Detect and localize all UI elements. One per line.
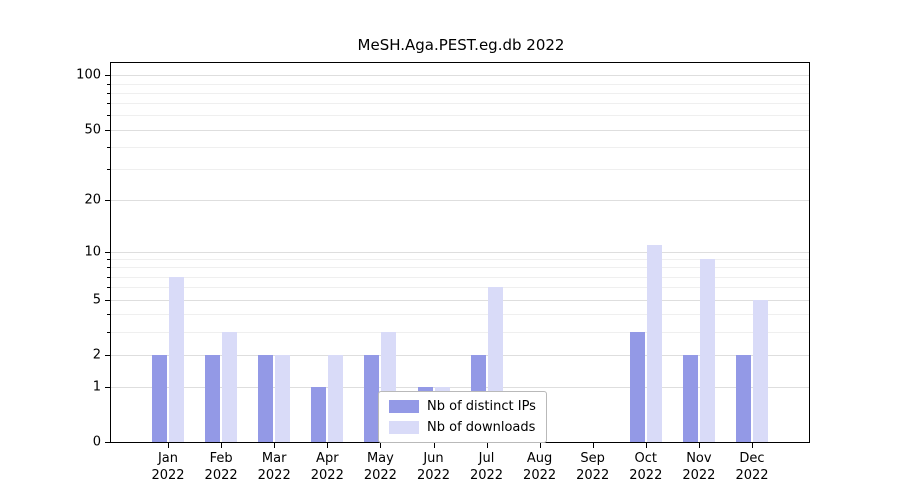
xtick-label-jul: Jul 2022 (469, 451, 504, 483)
ytick-mark-minor-90 (107, 83, 110, 85)
ytick-label-1: 1 (92, 379, 101, 395)
ytick-mark-5 (105, 299, 110, 301)
bar-nb-of-downloads-feb (222, 331, 238, 442)
legend: Nb of distinct IPs Nb of downloads (378, 391, 547, 443)
ytick-label-5: 5 (92, 292, 101, 308)
bar-nb-of-distinct-ips-feb (205, 354, 221, 442)
ytick-mark-minor-9 (107, 259, 110, 261)
ytick-mark-minor-70 (107, 103, 110, 105)
ytick-label-2: 2 (92, 347, 101, 363)
gridline-major-y-20 (111, 200, 809, 202)
gridline-major-y-2 (111, 354, 809, 356)
plot-area: Nb of distinct IPs Nb of downloads (110, 62, 810, 443)
gridline-minor-y-9 (111, 259, 809, 261)
xtick-mark-jun (433, 443, 435, 448)
legend-label-downloads: Nb of downloads (427, 420, 536, 435)
ytick-mark-minor-80 (107, 92, 110, 94)
xtick-mark-apr (327, 443, 329, 448)
xtick-mark-nov (698, 443, 700, 448)
xtick-label-oct: Oct 2022 (629, 451, 663, 483)
bar-nb-of-downloads-oct (646, 244, 662, 442)
bar-nb-of-downloads-apr (328, 354, 344, 442)
xtick-label-jan: Jan 2022 (151, 451, 185, 483)
ytick-mark-minor-8 (107, 267, 110, 269)
ytick-mark-2 (105, 354, 110, 356)
ytick-mark-20 (105, 200, 110, 202)
legend-label-distinct-ips: Nb of distinct IPs (427, 399, 536, 414)
ytick-label-50: 50 (84, 122, 101, 138)
xtick-mark-mar (274, 443, 276, 448)
bar-nb-of-distinct-ips-may (364, 354, 380, 442)
xtick-label-apr: Apr 2022 (310, 451, 344, 483)
xtick-mark-may (380, 443, 382, 448)
gridline-minor-y-8 (111, 267, 809, 269)
gridline-minor-y-30 (111, 169, 809, 171)
ytick-mark-minor-30 (107, 169, 110, 171)
ytick-mark-10 (105, 251, 110, 253)
gridline-minor-y-70 (111, 103, 809, 105)
xtick-mark-aug (539, 443, 541, 448)
gridline-minor-y-7 (111, 276, 809, 278)
ytick-mark-minor-40 (107, 147, 110, 148)
xtick-mark-sep (592, 443, 594, 448)
xtick-mark-jan (168, 443, 169, 448)
gridline-major-y-100 (111, 75, 809, 77)
xtick-label-sep: Sep 2022 (576, 451, 610, 483)
ytick-mark-minor-3 (107, 331, 110, 333)
gridline-minor-y-80 (111, 92, 809, 94)
bar-nb-of-distinct-ips-mar (258, 354, 274, 442)
bar-nb-of-distinct-ips-dec (736, 354, 751, 442)
ytick-label-10: 10 (84, 244, 101, 259)
bar-nb-of-downloads-mar (275, 354, 291, 442)
ytick-mark-minor-7 (107, 276, 110, 278)
bar-nb-of-downloads-jan (169, 276, 184, 442)
xtick-mark-feb (221, 443, 223, 448)
gridline-minor-y-4 (111, 314, 809, 316)
ytick-mark-50 (105, 129, 110, 131)
ytick-label-100: 100 (76, 67, 101, 83)
xtick-label-mar: Mar 2022 (257, 451, 291, 483)
xtick-label-jun: Jun 2022 (416, 451, 451, 483)
xtick-mark-oct (645, 443, 647, 448)
gridline-minor-y-90 (111, 83, 809, 85)
xtick-label-dec: Dec 2022 (735, 451, 769, 483)
gridline-major-y-5 (111, 299, 809, 301)
legend-item-distinct-ips: Nb of distinct IPs (389, 399, 536, 414)
bar-nb-of-downloads-nov (699, 259, 715, 442)
bar-nb-of-distinct-ips-nov (682, 354, 698, 442)
ytick-label-0: 0 (92, 434, 101, 450)
ytick-label-20: 20 (84, 192, 101, 208)
gridline-minor-y-40 (111, 147, 809, 148)
ytick-mark-1 (105, 386, 110, 388)
xtick-label-may: May 2022 (363, 451, 397, 483)
gridline-major-y-10 (111, 251, 809, 253)
xtick-label-feb: Feb 2022 (204, 451, 238, 483)
xtick-mark-dec (752, 443, 753, 448)
gridline-major-y-50 (111, 129, 809, 131)
xtick-label-nov: Nov 2022 (682, 451, 716, 483)
ytick-mark-0 (105, 442, 110, 443)
bar-nb-of-distinct-ips-apr (311, 386, 327, 442)
bar-nb-of-distinct-ips-oct (629, 331, 645, 442)
ytick-mark-minor-6 (107, 287, 110, 289)
chart-title: MeSH.Aga.PEST.eg.db 2022 (357, 36, 565, 54)
bar-nb-of-distinct-ips-jan (152, 354, 167, 442)
legend-swatch-distinct-ips (389, 400, 419, 413)
legend-swatch-downloads (389, 421, 419, 434)
gridline-minor-y-3 (111, 331, 809, 333)
ytick-mark-minor-60 (107, 115, 110, 117)
legend-item-downloads: Nb of downloads (389, 420, 536, 435)
ytick-mark-minor-4 (107, 314, 110, 316)
gridline-minor-y-6 (111, 287, 809, 289)
xtick-mark-jul (486, 443, 488, 448)
gridline-major-y-1 (111, 386, 809, 388)
xtick-label-aug: Aug 2022 (523, 451, 557, 483)
bar-nb-of-downloads-dec (753, 299, 768, 442)
gridline-minor-y-60 (111, 115, 809, 117)
ytick-mark-100 (105, 75, 110, 77)
